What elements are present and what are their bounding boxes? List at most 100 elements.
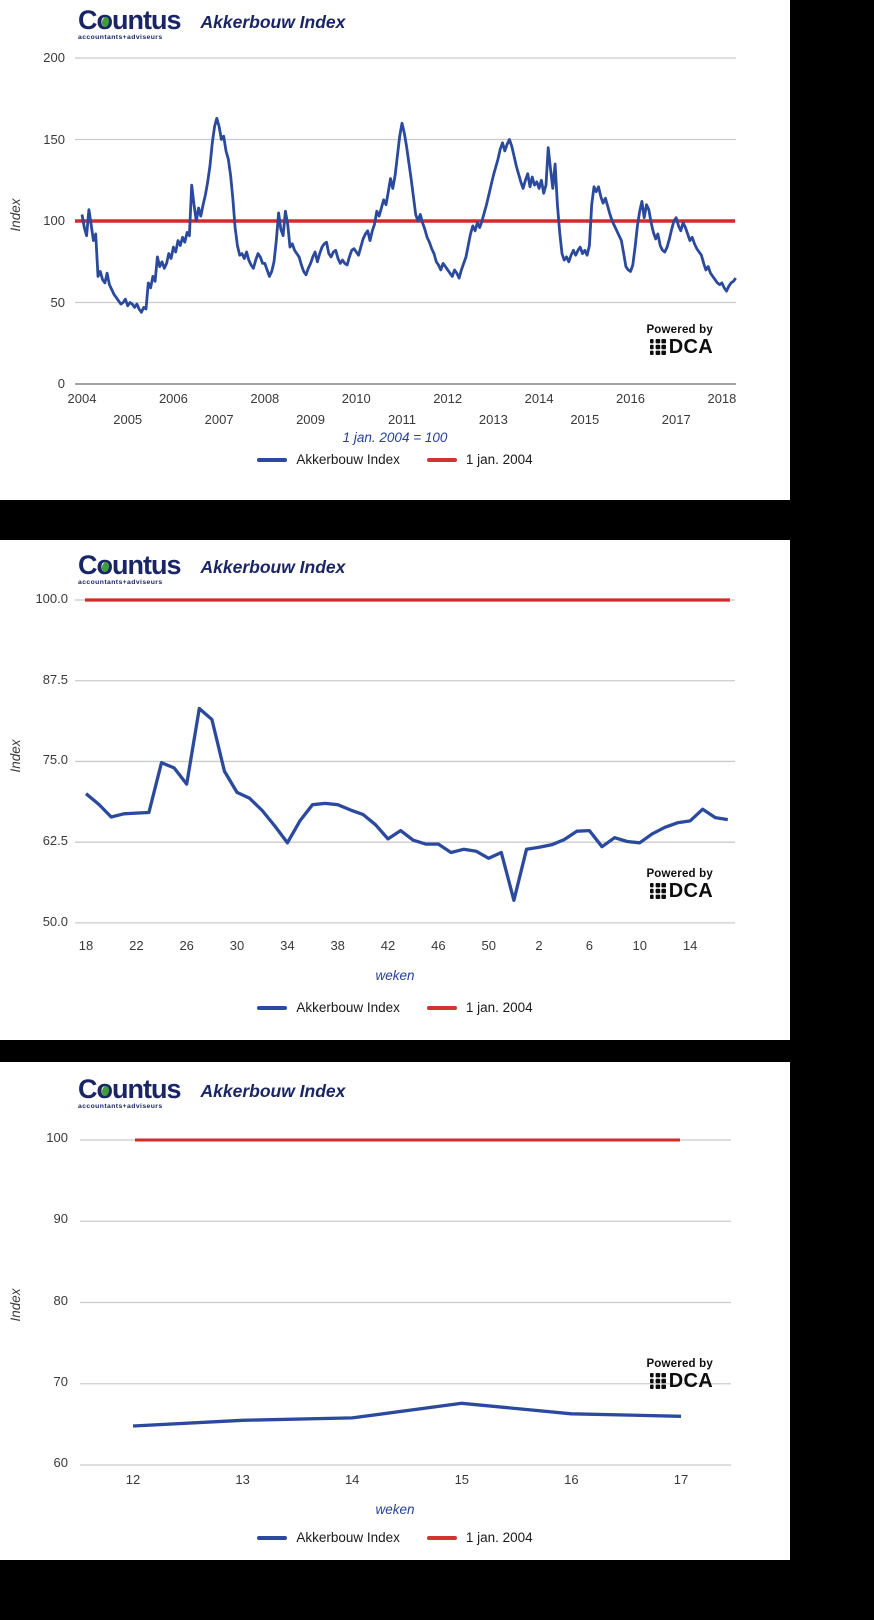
legend-series-label: Akkerbouw Index [296, 1530, 400, 1545]
x-tick-label: 34 [280, 938, 295, 953]
dca-badge: Powered by DCA [637, 868, 713, 902]
chart-title: Akkerbouw Index [200, 1080, 346, 1101]
dca-wordmark: DCA [668, 880, 713, 902]
countus-logo-text: Countus [78, 550, 181, 580]
x-axis-title: weken [375, 968, 415, 983]
x-tick-label: 18 [78, 938, 94, 953]
legend-baseline-label: 1 jan. 2004 [465, 1530, 533, 1545]
countus-logo: Countus accountants+adviseurs [78, 1074, 181, 1111]
panel-header: Countus accountants+adviseurs Akkerbouw … [78, 1074, 346, 1111]
x-tick-label: 46 [431, 938, 446, 953]
x-tick-label: 2009 [296, 412, 325, 427]
legend-series-label: Akkerbouw Index [296, 452, 400, 467]
legend-baseline-swatch [426, 1005, 457, 1010]
legend: Akkerbouw Index 1 jan. 2004 [0, 1530, 790, 1545]
x-tick-label: 15 [454, 1472, 470, 1487]
y-tick-label: 70 [53, 1373, 68, 1389]
x-tick-label: 30 [229, 938, 245, 953]
legend-baseline-swatch [426, 457, 457, 462]
countus-logo-word: Countus [78, 5, 181, 35]
dca-grid-icon [649, 1373, 666, 1389]
x-tick-label: 42 [380, 938, 396, 953]
x-tick-label: 2010 [341, 391, 371, 406]
dca-badge: Powered by DCA [637, 324, 713, 358]
legend-series-swatch [257, 457, 288, 462]
y-tick-label: 50 [50, 294, 65, 310]
dca-badge: Powered by DCA [637, 1358, 713, 1392]
countus-logo-text: Countus [78, 5, 181, 35]
chart-panel-yearly-weeks: Countus accountants+adviseurs Akkerbouw … [0, 540, 790, 1040]
countus-logo-text: Countus [78, 1074, 181, 1104]
powered-by-label: Powered by [646, 324, 713, 336]
legend: Akkerbouw Index 1 jan. 2004 [0, 452, 790, 467]
x-tick-label: 2017 [661, 412, 691, 427]
x-tick-label: 22 [129, 938, 144, 953]
y-tick-label: 87.5 [42, 671, 68, 687]
chart-canvas-weekly [75, 598, 735, 924]
countus-logo-tagline: accountants+adviseurs [78, 579, 163, 586]
x-tick-label: 2005 [113, 412, 143, 427]
x-tick-label: 2015 [570, 412, 600, 427]
x-tick-label: 26 [179, 938, 194, 953]
legend-baseline-label: 1 jan. 2004 [465, 452, 533, 467]
y-tick-label: 100.0 [35, 591, 68, 606]
legend: Akkerbouw Index 1 jan. 2004 [0, 1000, 790, 1015]
dca-wordmark: DCA [668, 1370, 713, 1392]
x-tick-label: 16 [564, 1472, 579, 1487]
y-tick-label: 75.0 [42, 752, 68, 768]
x-tick-label: 10 [632, 938, 647, 953]
chart-title: Akkerbouw Index [200, 11, 346, 32]
y-tick-label: 0 [57, 376, 65, 391]
countus-logo-word: Countus [78, 550, 181, 580]
countus-logo-word: Countus [78, 1074, 181, 1104]
chart-panel-recent-weeks: Countus accountants+adviseurs Akkerbouw … [0, 1062, 790, 1560]
countus-logo-tagline: accountants+adviseurs [78, 34, 163, 41]
x-tick-label: 12 [125, 1472, 141, 1487]
legend-baseline-swatch [426, 1535, 457, 1540]
countus-logo: Countus accountants+adviseurs [78, 5, 181, 42]
legend-series-swatch [257, 1005, 288, 1010]
y-tick-label: 150 [43, 131, 65, 147]
x-tick-label: 2018 [707, 391, 737, 406]
x-tick-label: 2006 [158, 391, 188, 406]
y-tick-label: 200 [43, 50, 65, 65]
dca-grid-icon [649, 339, 666, 355]
y-tick-label: 90 [53, 1211, 68, 1227]
panel-header: Countus accountants+adviseurs Akkerbouw … [78, 550, 346, 587]
chart-panel-longterm: Countus accountants+adviseurs Akkerbouw … [0, 0, 790, 500]
x-tick-label: 2011 [387, 412, 416, 427]
legend-series-label: Akkerbouw Index [296, 1000, 400, 1015]
dca-grid-icon [649, 883, 666, 899]
x-tick-label: 50 [481, 938, 496, 953]
y-tick-label: 100 [46, 1130, 68, 1145]
x-tick-label: 38 [330, 938, 345, 953]
y-tick-label: 60 [53, 1455, 68, 1470]
x-tick-label: 2012 [433, 391, 463, 406]
x-tick-label: 2007 [204, 412, 234, 427]
legend-series-swatch [257, 1535, 288, 1540]
x-tick-label: 17 [673, 1472, 689, 1487]
x-tick-label: 2008 [250, 391, 280, 406]
legend-baseline-label: 1 jan. 2004 [465, 1000, 533, 1015]
y-tick-label: 50.0 [42, 913, 68, 929]
x-tick-label: 2014 [524, 391, 554, 406]
powered-by-label: Powered by [646, 868, 713, 880]
axis-caption: 1 jan. 2004 = 100 [342, 430, 448, 445]
powered-by-label: Powered by [646, 1358, 713, 1370]
dca-wordmark: DCA [668, 336, 713, 358]
x-tick-label: 13 [235, 1472, 250, 1487]
countus-logo: Countus accountants+adviseurs [78, 550, 181, 587]
x-tick-label: 2004 [67, 391, 97, 406]
chart-title: Akkerbouw Index [200, 556, 346, 577]
y-tick-label: 62.5 [42, 833, 68, 849]
x-tick-label: 14 [344, 1472, 360, 1487]
y-tick-label: 100 [43, 213, 65, 228]
x-tick-label: 2013 [478, 412, 508, 427]
x-tick-label: 2 [535, 938, 543, 953]
countus-logo-tagline: accountants+adviseurs [78, 1103, 163, 1110]
panel-header: Countus accountants+adviseurs Akkerbouw … [78, 5, 346, 42]
x-axis-title: weken [375, 1502, 415, 1517]
y-tick-label: 80 [53, 1292, 68, 1308]
x-tick-label: 6 [585, 938, 593, 953]
